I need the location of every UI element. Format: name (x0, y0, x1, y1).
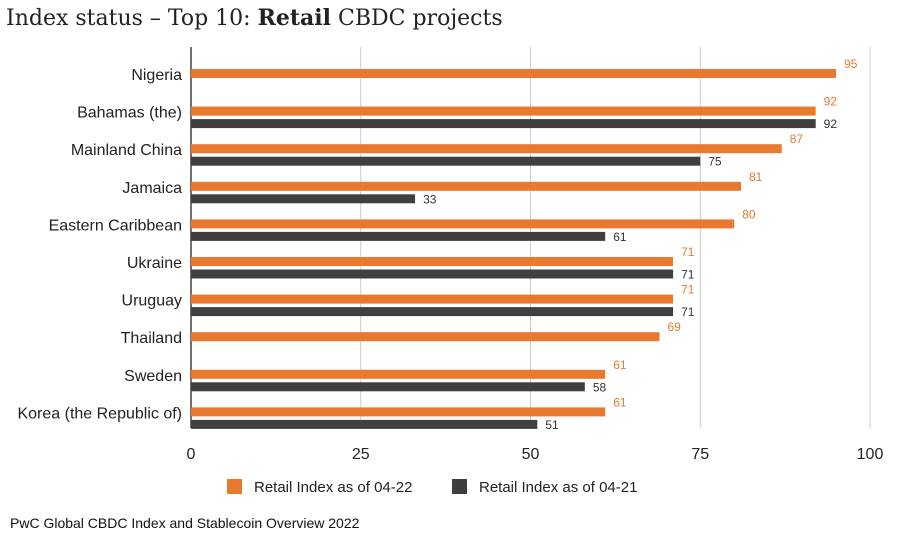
bar-korea-the-republic-of-series-2 (191, 419, 538, 429)
chart-title-part-2: CBDC projects (331, 6, 503, 31)
bar-bahamas-the-series-1 (191, 106, 816, 116)
value-label-thailand-series-1: 69 (668, 320, 682, 334)
value-label-bahamas-the-series-2: 92 (824, 117, 838, 131)
chart-title-part-1: Index status – Top 10: (6, 6, 258, 31)
x-tick-label-100: 100 (857, 446, 884, 463)
category-label-thailand: Thailand (121, 330, 182, 347)
category-label-korea-the-republic-of: Korea (the Republic of) (17, 405, 182, 422)
category-label-ukraine: Ukraine (127, 255, 182, 272)
value-label-sweden-series-2: 58 (593, 380, 607, 394)
x-axis-tick-labels: 0 25 50 75 100 (187, 446, 884, 463)
x-tick-label-25: 25 (352, 446, 370, 463)
category-label-bahamas-the: Bahamas (the) (77, 105, 182, 122)
bar-bahamas-the-series-2 (191, 119, 816, 129)
category-labels: Nigeria Bahamas (the) Mainland China Jamaic… (17, 67, 182, 422)
bar-eastern-caribbean-series-1 (191, 219, 735, 229)
value-label-mainland-china-series-2: 75 (708, 155, 722, 169)
value-label-jamaica-series-1: 81 (749, 170, 763, 184)
category-label-eastern-caribbean: Eastern Caribbean (49, 217, 182, 234)
legend-swatch-series-1 (227, 479, 242, 494)
legend-label-series-2: Retail Index as of 04-21 (479, 479, 637, 496)
value-label-korea-the-republic-of-series-2: 51 (545, 418, 559, 432)
bar-eastern-caribbean-series-2 (191, 231, 606, 241)
category-label-jamaica: Jamaica (122, 180, 182, 197)
bar-nigeria-series-1 (191, 69, 837, 78)
bar-thailand-series-1 (191, 332, 660, 342)
x-tick-label-0: 0 (187, 446, 196, 463)
bar-uruguay-series-1 (191, 294, 674, 304)
x-tick-label-75: 75 (691, 446, 709, 463)
bar-mainland-china-series-1 (191, 144, 782, 154)
value-label-nigeria-series-1: 95 (844, 57, 858, 71)
value-label-eastern-caribbean-series-2: 61 (613, 230, 627, 244)
value-label-mainland-china-series-1: 87 (790, 132, 804, 146)
value-label-sweden-series-1: 61 (613, 358, 627, 372)
legend: Retail Index as of 04-22 Retail Index as … (227, 479, 637, 496)
chart-title: Index status – Top 10: Retail CBDC proje… (6, 5, 503, 31)
value-label-jamaica-series-2: 33 (423, 192, 437, 206)
value-label-ukraine-series-2: 71 (681, 268, 695, 282)
category-label-nigeria: Nigeria (131, 67, 182, 84)
category-label-sweden: Sweden (124, 368, 182, 385)
category-label-mainland-china: Mainland China (71, 142, 182, 159)
bar-jamaica-series-2 (191, 194, 416, 204)
value-label-eastern-caribbean-series-1: 80 (742, 207, 756, 221)
bar-jamaica-series-1 (191, 181, 741, 191)
bar-sweden-series-2 (191, 382, 585, 392)
value-label-korea-the-republic-of-series-1: 61 (613, 395, 627, 409)
bar-ukraine-series-1 (191, 257, 674, 266)
category-label-uruguay: Uruguay (122, 293, 182, 310)
value-label-bahamas-the-series-1: 92 (824, 95, 838, 109)
value-label-ukraine-series-1: 71 (681, 245, 695, 259)
legend-label-series-1: Retail Index as of 04-22 (254, 479, 412, 496)
bar-mainland-china-series-2 (191, 156, 701, 166)
chart-title-bold-part: Retail (258, 5, 331, 31)
value-label-uruguay-series-1: 71 (681, 283, 695, 297)
bar-ukraine-series-2 (191, 269, 674, 279)
bar-sweden-series-1 (191, 369, 606, 379)
bar-uruguay-series-2 (191, 307, 674, 317)
x-tick-label-50: 50 (522, 446, 540, 463)
bar-korea-the-republic-of-series-1 (191, 407, 606, 417)
source-note: PwC Global CBDC Index and Stablecoin Ove… (10, 515, 360, 531)
legend-swatch-series-2 (452, 479, 467, 494)
value-label-uruguay-series-2: 71 (681, 305, 695, 319)
